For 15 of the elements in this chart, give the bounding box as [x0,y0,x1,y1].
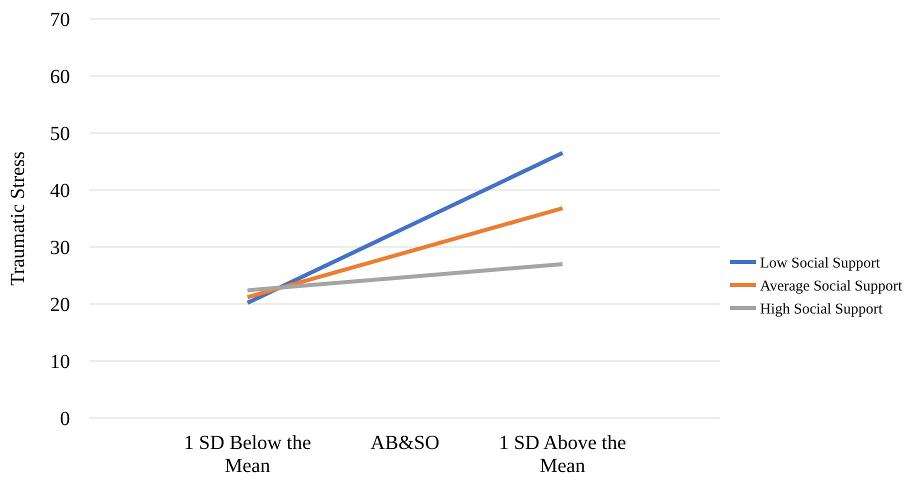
y-tick-label: 10 [50,351,70,373]
x-axis-title: AB&SO [370,432,440,454]
y-tick-label: 0 [60,408,70,430]
legend-label: Average Social Support [760,278,904,294]
legend-label: Low Social Support [760,255,881,272]
y-tick-label: 50 [50,123,70,145]
legend-label: High Social Support [760,301,884,318]
y-tick-label: 40 [50,180,70,202]
x-tick-label: 1 SD Below the Mean [184,432,312,477]
y-tick-label: 30 [50,237,70,259]
y-tick-label: 60 [50,66,70,88]
y-tick-label: 70 [50,9,70,31]
x-tick-label: 1 SD Above the Mean [498,432,626,477]
y-axis-title: Traumatic Stress [7,151,29,286]
y-tick-label: 20 [50,294,70,316]
